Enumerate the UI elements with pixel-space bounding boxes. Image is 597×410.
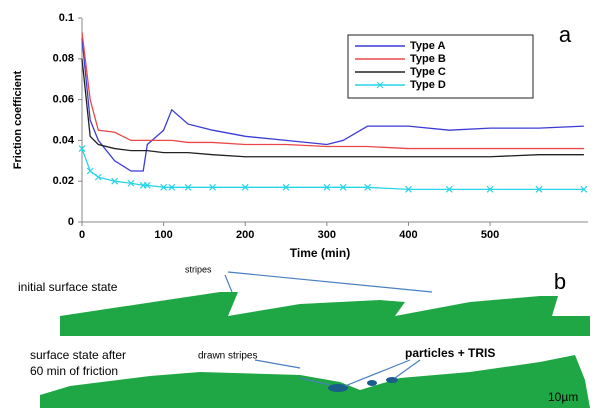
y-tick-label: 0.04: [53, 134, 75, 146]
surface: [60, 292, 590, 336]
y-tick-label: 0: [68, 216, 74, 228]
diagram-label: drawn stripes: [198, 351, 257, 362]
particle: [367, 380, 377, 386]
marker: [160, 183, 168, 191]
marker: [143, 181, 151, 189]
x-tick-label: 300: [318, 229, 336, 241]
scale-label: 10µm: [548, 390, 578, 404]
series-line: [81, 148, 584, 191]
series-line: [81, 58, 584, 158]
legend-label: Type B: [410, 53, 446, 65]
marker: [94, 173, 102, 181]
marker: [580, 185, 588, 193]
marker: [486, 185, 494, 193]
particle: [328, 384, 348, 392]
legend-label: Type A: [410, 40, 446, 52]
x-tick-label: 0: [79, 229, 85, 241]
marker: [78, 145, 86, 152]
y-axis-label: Friction coefficient: [12, 70, 24, 169]
marker: [168, 183, 176, 191]
legend-marker: [376, 81, 384, 89]
marker: [339, 183, 347, 191]
series-line: [81, 38, 584, 172]
panel-label: a: [559, 22, 572, 47]
x-tick-label: 200: [236, 229, 254, 241]
legend-label: Type C: [410, 66, 446, 78]
y-tick-label: 0.06: [53, 94, 74, 106]
marker: [127, 179, 135, 187]
diagram-label: initial surface state: [18, 280, 118, 294]
diagram-label: surface state after: [30, 348, 126, 362]
legend-label: Type D: [410, 79, 446, 91]
marker: [364, 183, 372, 191]
x-axis-label: Time (min): [290, 246, 350, 260]
marker: [535, 185, 543, 193]
marker: [209, 183, 217, 191]
arrows: [224, 271, 433, 387]
diagram-label: particles + TRIS: [405, 346, 495, 360]
marker: [111, 177, 119, 185]
series-line: [81, 32, 584, 150]
marker: [86, 167, 94, 175]
marker: [323, 183, 331, 191]
y-tick-label: 0.02: [53, 175, 74, 187]
x-tick-label: 500: [481, 229, 499, 241]
diagram-label: 60 min of friction: [30, 364, 118, 378]
marker: [184, 183, 192, 191]
marker: [241, 183, 249, 191]
x-tick-label: 400: [399, 229, 417, 241]
y-tick-label: 0.08: [53, 53, 74, 65]
panel-label: b: [554, 269, 566, 294]
diagram: b initial surface state stripes surface …: [18, 264, 590, 408]
x-tick-label: 100: [154, 229, 172, 241]
diagram-label: stripes: [185, 264, 212, 274]
particle: [386, 377, 398, 383]
marker: [282, 183, 290, 191]
marker: [445, 185, 453, 193]
y-tick-label: 0.1: [59, 12, 74, 24]
marker: [405, 185, 412, 193]
